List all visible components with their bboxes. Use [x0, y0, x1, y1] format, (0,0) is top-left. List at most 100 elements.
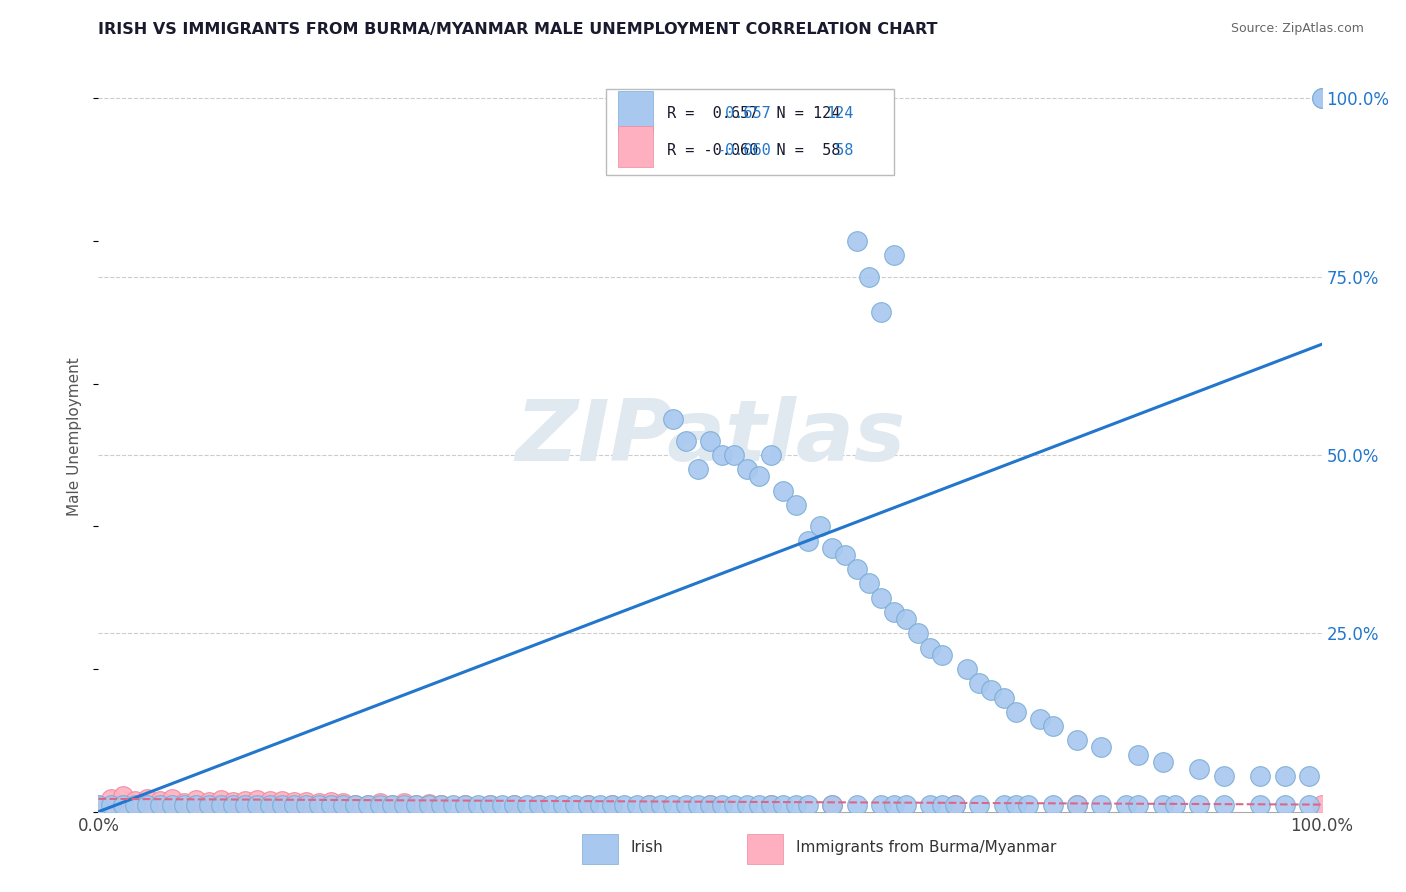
Point: [418, 797, 440, 811]
Point: [1212, 769, 1234, 783]
Point: [332, 797, 354, 812]
Point: [124, 794, 146, 808]
Point: [332, 796, 354, 810]
Point: [197, 795, 219, 809]
Point: [246, 797, 269, 812]
Point: [283, 797, 305, 812]
Point: [650, 797, 672, 812]
Point: [1188, 762, 1211, 776]
Point: [600, 797, 623, 812]
Point: [319, 797, 342, 812]
Point: [405, 797, 427, 812]
Point: [735, 462, 758, 476]
Point: [1017, 797, 1039, 812]
Point: [173, 797, 195, 812]
Point: [1090, 797, 1112, 812]
Point: [1029, 712, 1052, 726]
Point: [1042, 797, 1064, 812]
Point: [270, 797, 294, 812]
Point: [392, 797, 416, 812]
Point: [662, 412, 685, 426]
Point: [993, 797, 1015, 812]
Point: [920, 797, 942, 812]
Point: [834, 548, 856, 562]
Point: [149, 797, 172, 812]
Text: Irish: Irish: [630, 840, 664, 855]
Point: [858, 269, 880, 284]
Point: [233, 797, 256, 812]
Point: [111, 789, 134, 803]
Point: [1152, 797, 1174, 812]
Point: [1274, 769, 1296, 783]
Point: [589, 797, 612, 812]
Point: [638, 797, 661, 812]
Point: [124, 797, 146, 812]
Point: [173, 796, 195, 810]
Point: [675, 434, 697, 448]
Text: Immigrants from Burma/Myanmar: Immigrants from Burma/Myanmar: [796, 840, 1056, 855]
Point: [675, 797, 697, 812]
Point: [761, 797, 783, 812]
Point: [222, 795, 245, 809]
Point: [368, 797, 391, 812]
Point: [870, 797, 893, 812]
Point: [1249, 797, 1271, 812]
Point: [845, 234, 868, 248]
Point: [246, 793, 269, 807]
Point: [527, 797, 550, 812]
Point: [943, 797, 966, 812]
Point: [136, 792, 159, 806]
Point: [1128, 797, 1150, 812]
Point: [956, 662, 979, 676]
Point: [1310, 91, 1333, 105]
Point: [613, 797, 636, 812]
Point: [478, 797, 501, 812]
Point: [1090, 740, 1112, 755]
Point: [576, 797, 599, 812]
Point: [600, 797, 623, 812]
FancyBboxPatch shape: [606, 88, 893, 175]
FancyBboxPatch shape: [619, 91, 652, 132]
Point: [491, 797, 513, 812]
Point: [943, 797, 966, 812]
Point: [295, 795, 318, 809]
Point: [920, 640, 942, 655]
Point: [197, 797, 219, 812]
Point: [381, 797, 404, 812]
Point: [821, 541, 844, 555]
Point: [160, 797, 183, 812]
Point: [1004, 797, 1026, 812]
Point: [785, 797, 807, 812]
Text: R = -0.060  N =  58: R = -0.060 N = 58: [668, 144, 841, 159]
Point: [356, 797, 378, 812]
Point: [270, 797, 294, 812]
Point: [111, 797, 134, 812]
Point: [845, 562, 868, 576]
Point: [1066, 733, 1088, 747]
Point: [1310, 91, 1333, 105]
Point: [748, 797, 770, 812]
Point: [1249, 769, 1271, 783]
Point: [1004, 705, 1026, 719]
Point: [772, 483, 794, 498]
Text: -0.060: -0.060: [716, 144, 770, 159]
Point: [233, 794, 256, 808]
Point: [1274, 797, 1296, 812]
Point: [723, 448, 745, 462]
Point: [858, 576, 880, 591]
Point: [553, 797, 575, 812]
Point: [441, 797, 464, 812]
Point: [405, 797, 427, 812]
Point: [686, 462, 709, 476]
Point: [967, 676, 990, 690]
Point: [136, 797, 159, 812]
Point: [454, 797, 477, 812]
Point: [308, 796, 330, 810]
Point: [980, 683, 1002, 698]
Point: [308, 797, 330, 812]
Point: [870, 305, 893, 319]
Point: [111, 797, 134, 812]
Point: [699, 797, 721, 812]
Point: [100, 797, 122, 812]
Text: 124: 124: [827, 106, 853, 121]
